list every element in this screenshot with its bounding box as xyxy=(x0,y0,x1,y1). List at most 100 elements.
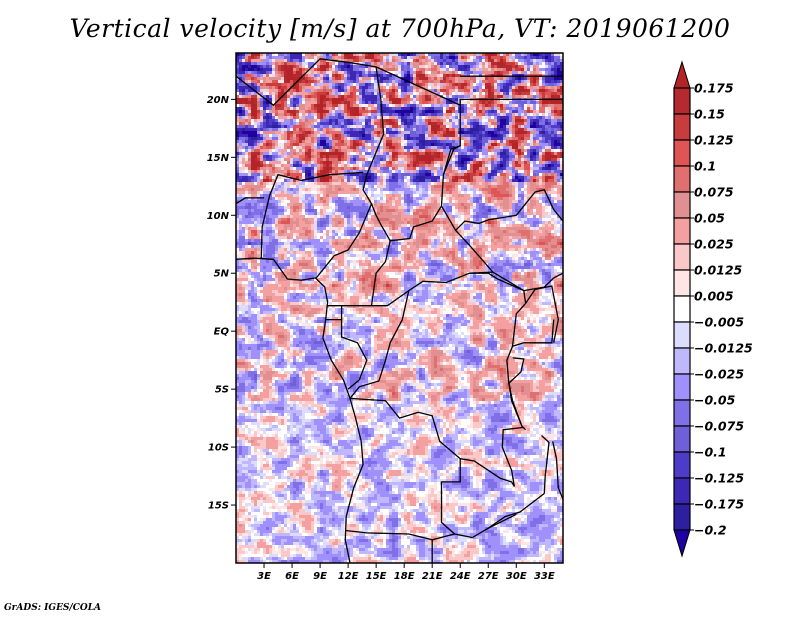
field-cell xyxy=(362,182,365,185)
field-cell xyxy=(455,53,458,56)
field-cell xyxy=(317,65,320,68)
field-cell xyxy=(290,116,293,119)
field-cell xyxy=(512,176,515,179)
field-cell xyxy=(263,188,266,191)
field-cell xyxy=(413,107,416,110)
field-cell xyxy=(248,101,251,104)
field-cell xyxy=(305,155,308,158)
field-cell xyxy=(449,173,452,176)
field-cell xyxy=(278,77,281,80)
field-cell xyxy=(353,89,356,92)
field-cell xyxy=(488,92,491,95)
field-cell xyxy=(311,98,314,101)
field-cell xyxy=(530,143,533,146)
field-cell xyxy=(341,185,344,188)
field-cell xyxy=(515,53,518,56)
field-cell xyxy=(263,95,266,98)
field-cell xyxy=(509,170,512,173)
field-cell xyxy=(551,53,554,56)
field-cell xyxy=(332,77,335,80)
field-cell xyxy=(455,125,458,128)
field-cell xyxy=(260,131,263,134)
field-cell xyxy=(410,71,413,74)
field-cell xyxy=(389,95,392,98)
field-cell xyxy=(323,131,326,134)
field-cell xyxy=(329,149,332,152)
field-cell xyxy=(494,65,497,68)
field-cell xyxy=(353,92,356,95)
field-cell xyxy=(425,194,428,197)
field-cell xyxy=(431,125,434,128)
field-cell xyxy=(488,155,491,158)
field-cell xyxy=(476,170,479,173)
field-cell xyxy=(542,116,545,119)
field-cell xyxy=(434,176,437,179)
field-cell xyxy=(509,53,512,56)
field-cell xyxy=(356,116,359,119)
field-cell xyxy=(482,173,485,176)
field-cell xyxy=(299,173,302,176)
field-cell xyxy=(410,125,413,128)
field-cell xyxy=(461,188,464,191)
field-cell xyxy=(425,170,428,173)
field-cell xyxy=(395,164,398,167)
field-cell xyxy=(413,140,416,143)
field-cell xyxy=(290,191,293,194)
field-cell xyxy=(395,80,398,83)
field-cell xyxy=(548,59,551,62)
field-cell xyxy=(320,104,323,107)
field-cell xyxy=(248,137,251,140)
field-cell xyxy=(473,164,476,167)
field-cell xyxy=(506,188,509,191)
field-cell xyxy=(503,122,506,125)
field-cell xyxy=(380,134,383,137)
field-cell xyxy=(545,167,548,170)
field-cell xyxy=(335,95,338,98)
field-cell xyxy=(440,56,443,59)
field-cell xyxy=(314,122,317,125)
field-cell xyxy=(245,179,248,182)
field-cell xyxy=(458,110,461,113)
field-cell xyxy=(299,182,302,185)
field-cell xyxy=(527,161,530,164)
field-cell xyxy=(488,89,491,92)
field-cell xyxy=(437,80,440,83)
field-cell xyxy=(413,149,416,152)
field-cell xyxy=(560,104,563,107)
field-cell xyxy=(434,140,437,143)
field-cell xyxy=(485,149,488,152)
field-cell xyxy=(281,149,284,152)
field-cell xyxy=(305,104,308,107)
field-cell xyxy=(365,83,368,86)
field-cell xyxy=(248,128,251,131)
field-cell xyxy=(260,170,263,173)
field-cell xyxy=(272,170,275,173)
field-cell xyxy=(317,83,320,86)
field-cell xyxy=(386,68,389,71)
field-cell xyxy=(437,134,440,137)
field-cell xyxy=(455,71,458,74)
field-cell xyxy=(359,59,362,62)
field-cell xyxy=(398,176,401,179)
field-cell xyxy=(287,191,290,194)
field-cell xyxy=(488,173,491,176)
field-cell xyxy=(290,188,293,191)
field-cell xyxy=(371,104,374,107)
field-cell xyxy=(407,119,410,122)
field-cell xyxy=(467,152,470,155)
field-cell xyxy=(335,89,338,92)
field-cell xyxy=(494,113,497,116)
field-cell xyxy=(485,122,488,125)
field-cell xyxy=(386,182,389,185)
field-cell xyxy=(533,119,536,122)
field-cell xyxy=(254,170,257,173)
field-cell xyxy=(329,53,332,56)
field-cell xyxy=(470,152,473,155)
field-cell xyxy=(416,59,419,62)
field-cell xyxy=(359,152,362,155)
field-cell xyxy=(314,152,317,155)
field-cell xyxy=(470,80,473,83)
field-cell xyxy=(542,92,545,95)
field-cell xyxy=(476,128,479,131)
